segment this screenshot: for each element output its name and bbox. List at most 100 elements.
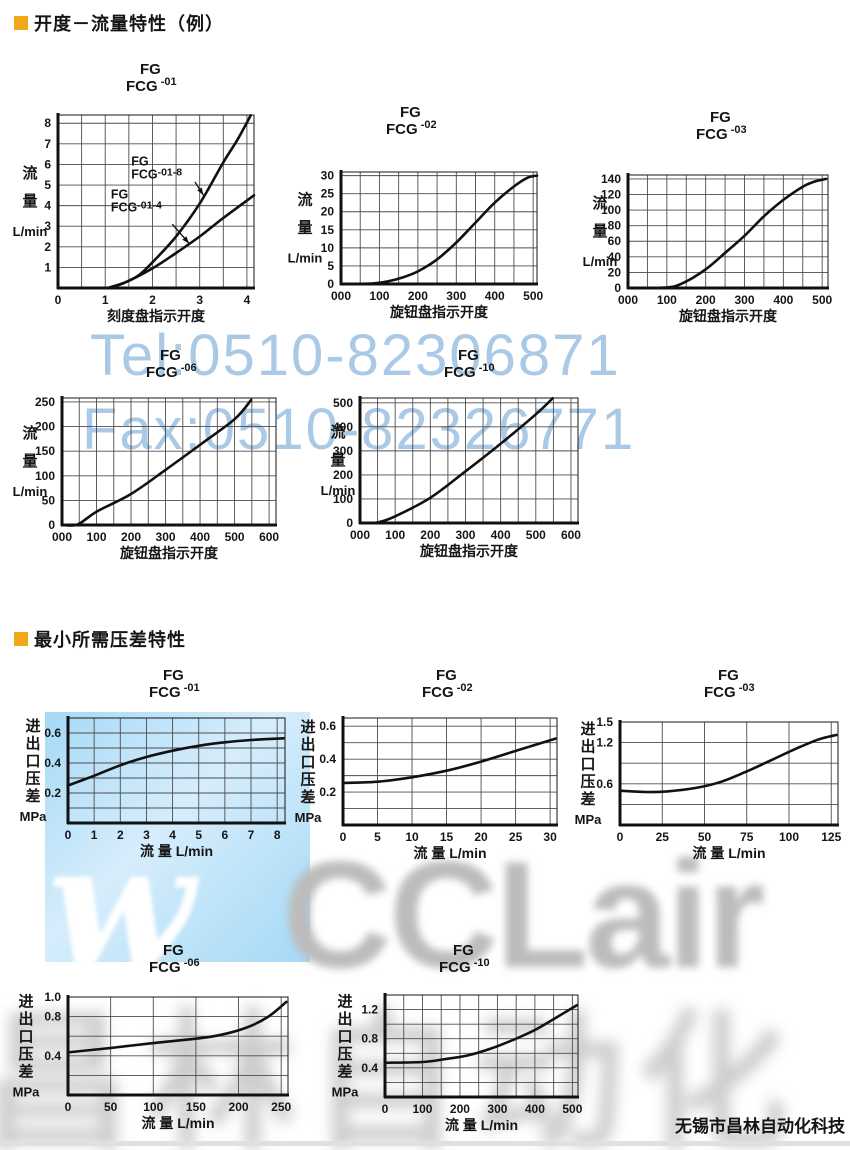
x-tick-label: 25 [509, 830, 523, 844]
x-tick-label: 0 [340, 830, 347, 844]
x-axis-label: 旋钮盘指示开度 [678, 308, 778, 324]
y-tick-label: 250 [35, 395, 55, 409]
x-tick-label: 500 [526, 528, 546, 542]
y-tick-label: 3 [44, 219, 51, 233]
chart-min-pressure-fg-fcg-03: 0 25 50 75 100 125 0.6 1.2 1.5 FG FCG -03 进出口压差 MPa 流… [560, 660, 850, 870]
y-axis-label-char: 出 [25, 735, 40, 753]
y-axis-label-char: 进 [337, 994, 352, 1011]
x-tick-label: 000 [618, 293, 638, 307]
y-axis-label-char: 流 [297, 191, 312, 209]
chart-title-line1: FG [400, 104, 421, 121]
y-tick-label: 0.4 [44, 1049, 61, 1063]
chart-min-pressure-fg-fcg-06: 0 50 100 150 200 250 0.4 0.8 1.0 FG FCG -06 进出口压差 MP… [0, 935, 310, 1131]
chart-title-line2: FCG -10 [439, 957, 490, 976]
chart-opening-flow-fg-fcg-10: 000 100 200 300 400 500 600 0 100 200 300 400 500 FG F… [300, 340, 600, 570]
y-tick-label: 100 [601, 203, 621, 217]
y-axis-label-char: 压 [300, 772, 315, 789]
x-tick-label: 200 [229, 1100, 249, 1114]
y-tick-label: 4 [44, 199, 51, 213]
y-axis-label-char: 差 [25, 787, 40, 805]
x-tick-label: 1 [102, 293, 109, 307]
footer-company-name: 无锡市昌林自动化科技 [675, 1117, 845, 1136]
chart-title-line2: FCG -01 [126, 76, 177, 95]
y-tick-label: 1.0 [44, 990, 61, 1004]
y-tick-label: 1 [44, 260, 51, 274]
x-axis-label: 旋钮盘指示开度 [119, 545, 219, 561]
y-axis-label-char: 进 [25, 718, 40, 735]
x-tick-label: 0 [55, 293, 62, 307]
y-tick-label: 6 [44, 157, 51, 171]
y-axis-label-char: 流 [22, 164, 37, 182]
y-axis-label-char: 出 [337, 1010, 352, 1028]
y-tick-label: 300 [333, 444, 353, 458]
chart-title-line2: FCG -06 [146, 362, 197, 381]
plot-border [340, 171, 538, 285]
chart-title-line2: FCG -03 [696, 124, 747, 143]
x-axis-label: 流 量 L/min [692, 845, 765, 861]
y-tick-label: 0.8 [361, 1032, 378, 1046]
y-axis-label-char: 差 [580, 790, 595, 808]
y-axis-unit: L/min [288, 251, 323, 266]
y-tick-label: 140 [601, 172, 621, 186]
chart-opening-flow-fg-fcg-01: 0 1 2 3 4 1 2 3 4 5 6 7 8 FG FCG -01 流量 L/min 刻度盘指示开度 FG FC… [0, 55, 290, 330]
chart-title-line1: FG [140, 61, 161, 78]
x-tick-label: 0 [382, 1102, 389, 1116]
x-tick-label: 100 [87, 530, 107, 544]
plot-border [627, 174, 829, 289]
y-axis-label-char: 压 [337, 1046, 352, 1063]
series-curve [626, 177, 828, 290]
x-tick-label: 200 [121, 530, 141, 544]
x-tick-label: 200 [408, 289, 428, 303]
y-axis-label-char: 口 [25, 753, 40, 770]
chart-title-line2: FCG -02 [422, 682, 473, 701]
y-axis-label-char: 差 [337, 1063, 352, 1081]
y-tick-label: 2 [44, 240, 51, 254]
x-axis-label: 旋钮盘指示开度 [419, 543, 519, 559]
section-opening-flow-title: 开度－流量特性（例） [34, 14, 224, 34]
x-tick-label: 150 [186, 1100, 206, 1114]
y-tick-label: 0.6 [319, 719, 336, 733]
x-tick-label: 500 [225, 530, 245, 544]
x-tick-label: 6 [222, 828, 229, 842]
orange-square-bullet-icon [14, 632, 28, 646]
y-tick-label: 20 [608, 265, 622, 279]
x-tick-label: 4 [244, 293, 251, 307]
y-tick-label: 0.2 [319, 785, 336, 799]
x-tick-label: 100 [143, 1100, 163, 1114]
y-tick-label: 15 [321, 223, 335, 237]
y-tick-label: 7 [44, 137, 51, 151]
y-axis-label-char: 出 [18, 1010, 33, 1028]
x-tick-label: 250 [271, 1100, 291, 1114]
y-tick-label: 100 [333, 492, 353, 506]
y-axis-unit: L/min [13, 484, 48, 499]
y-tick-label: 1.5 [596, 715, 613, 729]
y-axis-label-char: 流 [22, 424, 37, 442]
x-tick-label: 200 [450, 1102, 470, 1116]
chart-title-line1: FG [710, 109, 731, 126]
x-tick-label: 300 [734, 293, 754, 307]
x-tick-label: 000 [350, 528, 370, 542]
x-tick-label: 300 [487, 1102, 507, 1116]
x-tick-label: 100 [779, 830, 799, 844]
y-tick-label: 150 [35, 444, 55, 458]
chart-opening-flow-fg-fcg-06: 000 100 200 300 400 500 600 0 50 100 150 200 250 FG FC… [0, 340, 300, 570]
x-tick-label: 25 [656, 830, 670, 844]
y-axis-label-char: 压 [25, 771, 40, 788]
y-axis-label-char: 进 [18, 994, 33, 1011]
x-tick-label: 3 [196, 293, 203, 307]
x-tick-label: 20 [474, 830, 488, 844]
y-tick-label: 0.6 [596, 777, 613, 791]
y-tick-label: 200 [35, 420, 55, 434]
x-tick-label: 2 [117, 828, 124, 842]
y-tick-label: 120 [601, 187, 621, 201]
x-tick-label: 3 [143, 828, 150, 842]
x-tick-label: 7 [248, 828, 255, 842]
x-tick-label: 15 [440, 830, 454, 844]
x-tick-label: 1 [91, 828, 98, 842]
annotation-line2: FCG-01-8 [131, 166, 182, 181]
